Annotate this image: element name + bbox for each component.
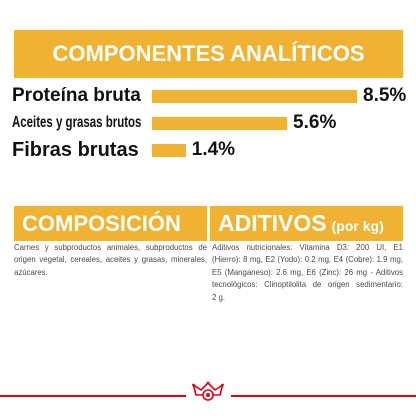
bar-fats <box>152 116 288 130</box>
value-label-protein: 8.5% <box>363 85 407 106</box>
bar-protein <box>152 89 357 103</box>
category-label-fiber: Fibras brutas <box>12 139 139 161</box>
value-label-fiber: 1.4% <box>191 139 236 160</box>
additives-line: 2 g. <box>212 292 226 302</box>
analytic-components-banner: COMPONENTES ANALÍTICOS <box>14 30 403 78</box>
analytic-components-chart: Proteína bruta 8.5% Aceites y grasas bru… <box>0 0 416 170</box>
brand-line-left <box>0 395 186 397</box>
value-label-fats: 5.6% <box>293 112 337 133</box>
category-label-protein: Proteína bruta <box>12 85 141 106</box>
crown-logo-icon <box>191 380 225 402</box>
additives-text: Aditivos nutricionales: Vitamina D3: 200… <box>212 242 403 304</box>
additives-title: ADITIVOS <box>218 210 327 236</box>
category-label-fats: Aceites y grasas brutos <box>12 114 142 131</box>
additives-line: Aditivos nutricionales: Vitamina D3: 200… <box>212 243 403 252</box>
composition-line: Carnes y subproductos animales, subprodu… <box>14 243 207 252</box>
additives-unit-note: (por kg) <box>331 218 384 234</box>
chart-row-fiber: Fibras brutas 1.4% <box>0 139 416 161</box>
analytic-components-title: COMPONENTES ANALÍTICOS <box>52 41 365 66</box>
composition-banner: COMPOSICIÓN <box>14 206 207 241</box>
additives-line: (Hierro): 8 mg, E2 (Yodo): 0.2 mg, E4 (C… <box>212 255 403 265</box>
chart-row-fats: Aceites y grasas brutos 5.6% <box>0 112 416 134</box>
additives-line: tecnológicos: Clinoptilolita de origen s… <box>212 280 403 290</box>
composition-line: origen vegetal, cereales, aceites y gras… <box>14 255 207 265</box>
bar-fiber <box>152 143 186 157</box>
additives-banner: ADITIVOS (por kg) <box>210 206 403 241</box>
composition-title: COMPOSICIÓN <box>22 211 181 236</box>
brand-line-right <box>231 395 416 397</box>
composition-line: azúcares. <box>14 267 48 277</box>
additives-line: E5 (Manganeso): 2.6 mg, E6 (Zinc): 26 mg… <box>212 267 403 277</box>
chart-row-protein: Proteína bruta 8.5% <box>0 85 416 107</box>
composition-text: Carnes y subproductos animales, subprodu… <box>14 242 207 279</box>
